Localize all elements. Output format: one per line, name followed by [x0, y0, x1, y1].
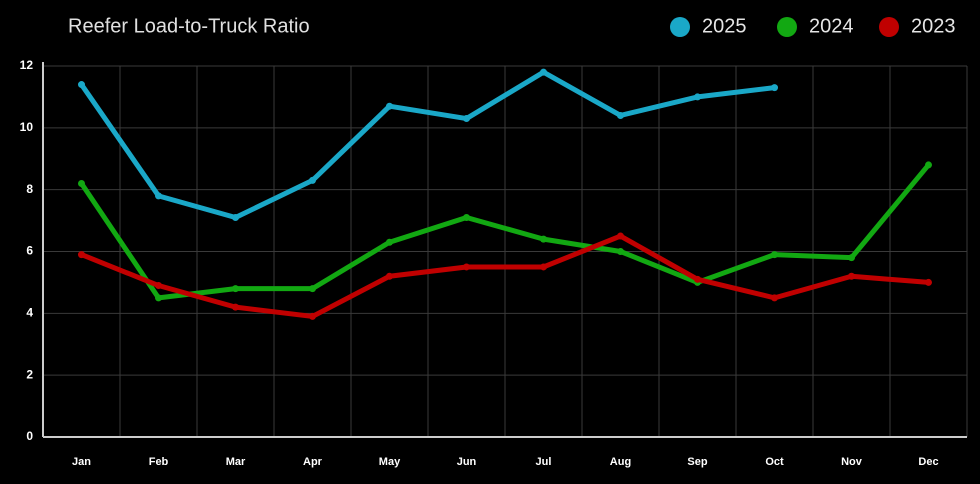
data-point: [309, 285, 316, 293]
y-tick-label: 12: [20, 58, 34, 72]
data-point: [386, 238, 393, 246]
x-tick-label: Dec: [918, 456, 938, 468]
data-point: [925, 161, 932, 169]
data-point: [694, 275, 701, 283]
legend-marker: [777, 17, 797, 37]
data-point: [155, 282, 162, 290]
legend-label: 2025: [702, 15, 747, 37]
x-tick-label: Aug: [610, 456, 631, 468]
data-point: [540, 263, 547, 271]
data-point: [232, 285, 239, 293]
data-point: [232, 213, 239, 221]
data-point: [540, 235, 547, 243]
data-point: [771, 84, 778, 92]
data-point: [848, 254, 855, 262]
x-tick-label: Feb: [149, 456, 169, 468]
data-point: [848, 272, 855, 280]
data-point: [463, 263, 470, 271]
data-point: [232, 303, 239, 311]
legend-label: 2024: [809, 15, 854, 37]
x-tick-label: Mar: [226, 456, 246, 468]
legend-marker: [670, 17, 690, 37]
data-point: [309, 312, 316, 320]
x-tick-label: Apr: [303, 456, 323, 468]
data-point: [309, 176, 316, 184]
data-point: [925, 278, 932, 286]
data-point: [78, 179, 85, 187]
series-line: [79, 69, 777, 220]
data-point: [771, 294, 778, 302]
y-tick-label: 0: [26, 429, 33, 443]
data-point: [617, 232, 624, 240]
data-point: [617, 248, 624, 255]
y-tick-label: 2: [26, 367, 33, 381]
y-tick-label: 10: [20, 120, 34, 134]
data-point: [78, 81, 85, 89]
legend-label: 2023: [911, 15, 956, 37]
data-point: [155, 192, 162, 200]
data-point: [463, 213, 470, 221]
data-point: [386, 272, 393, 280]
data-point: [540, 68, 547, 76]
x-tick-label: Jul: [536, 456, 552, 468]
data-point: [386, 102, 393, 110]
series-line: [79, 233, 931, 319]
data-point: [155, 294, 162, 302]
data-point: [771, 251, 778, 259]
series-line: [79, 162, 931, 301]
x-tick-label: May: [379, 456, 401, 468]
legend-marker: [879, 17, 899, 37]
x-tick-label: Sep: [687, 456, 707, 468]
x-tick-label: Oct: [765, 456, 784, 468]
x-tick-label: Jan: [72, 456, 91, 468]
x-tick-label: Jun: [457, 456, 477, 468]
y-tick-label: 8: [26, 182, 33, 196]
chart-title: Reefer Load-to-Truck Ratio: [68, 15, 310, 37]
data-point: [78, 251, 85, 259]
data-point: [617, 111, 624, 119]
y-tick-label: 4: [26, 306, 33, 320]
data-point: [463, 115, 470, 123]
data-point: [694, 93, 701, 101]
y-tick-label: 6: [26, 244, 33, 258]
x-tick-label: Nov: [841, 456, 863, 468]
